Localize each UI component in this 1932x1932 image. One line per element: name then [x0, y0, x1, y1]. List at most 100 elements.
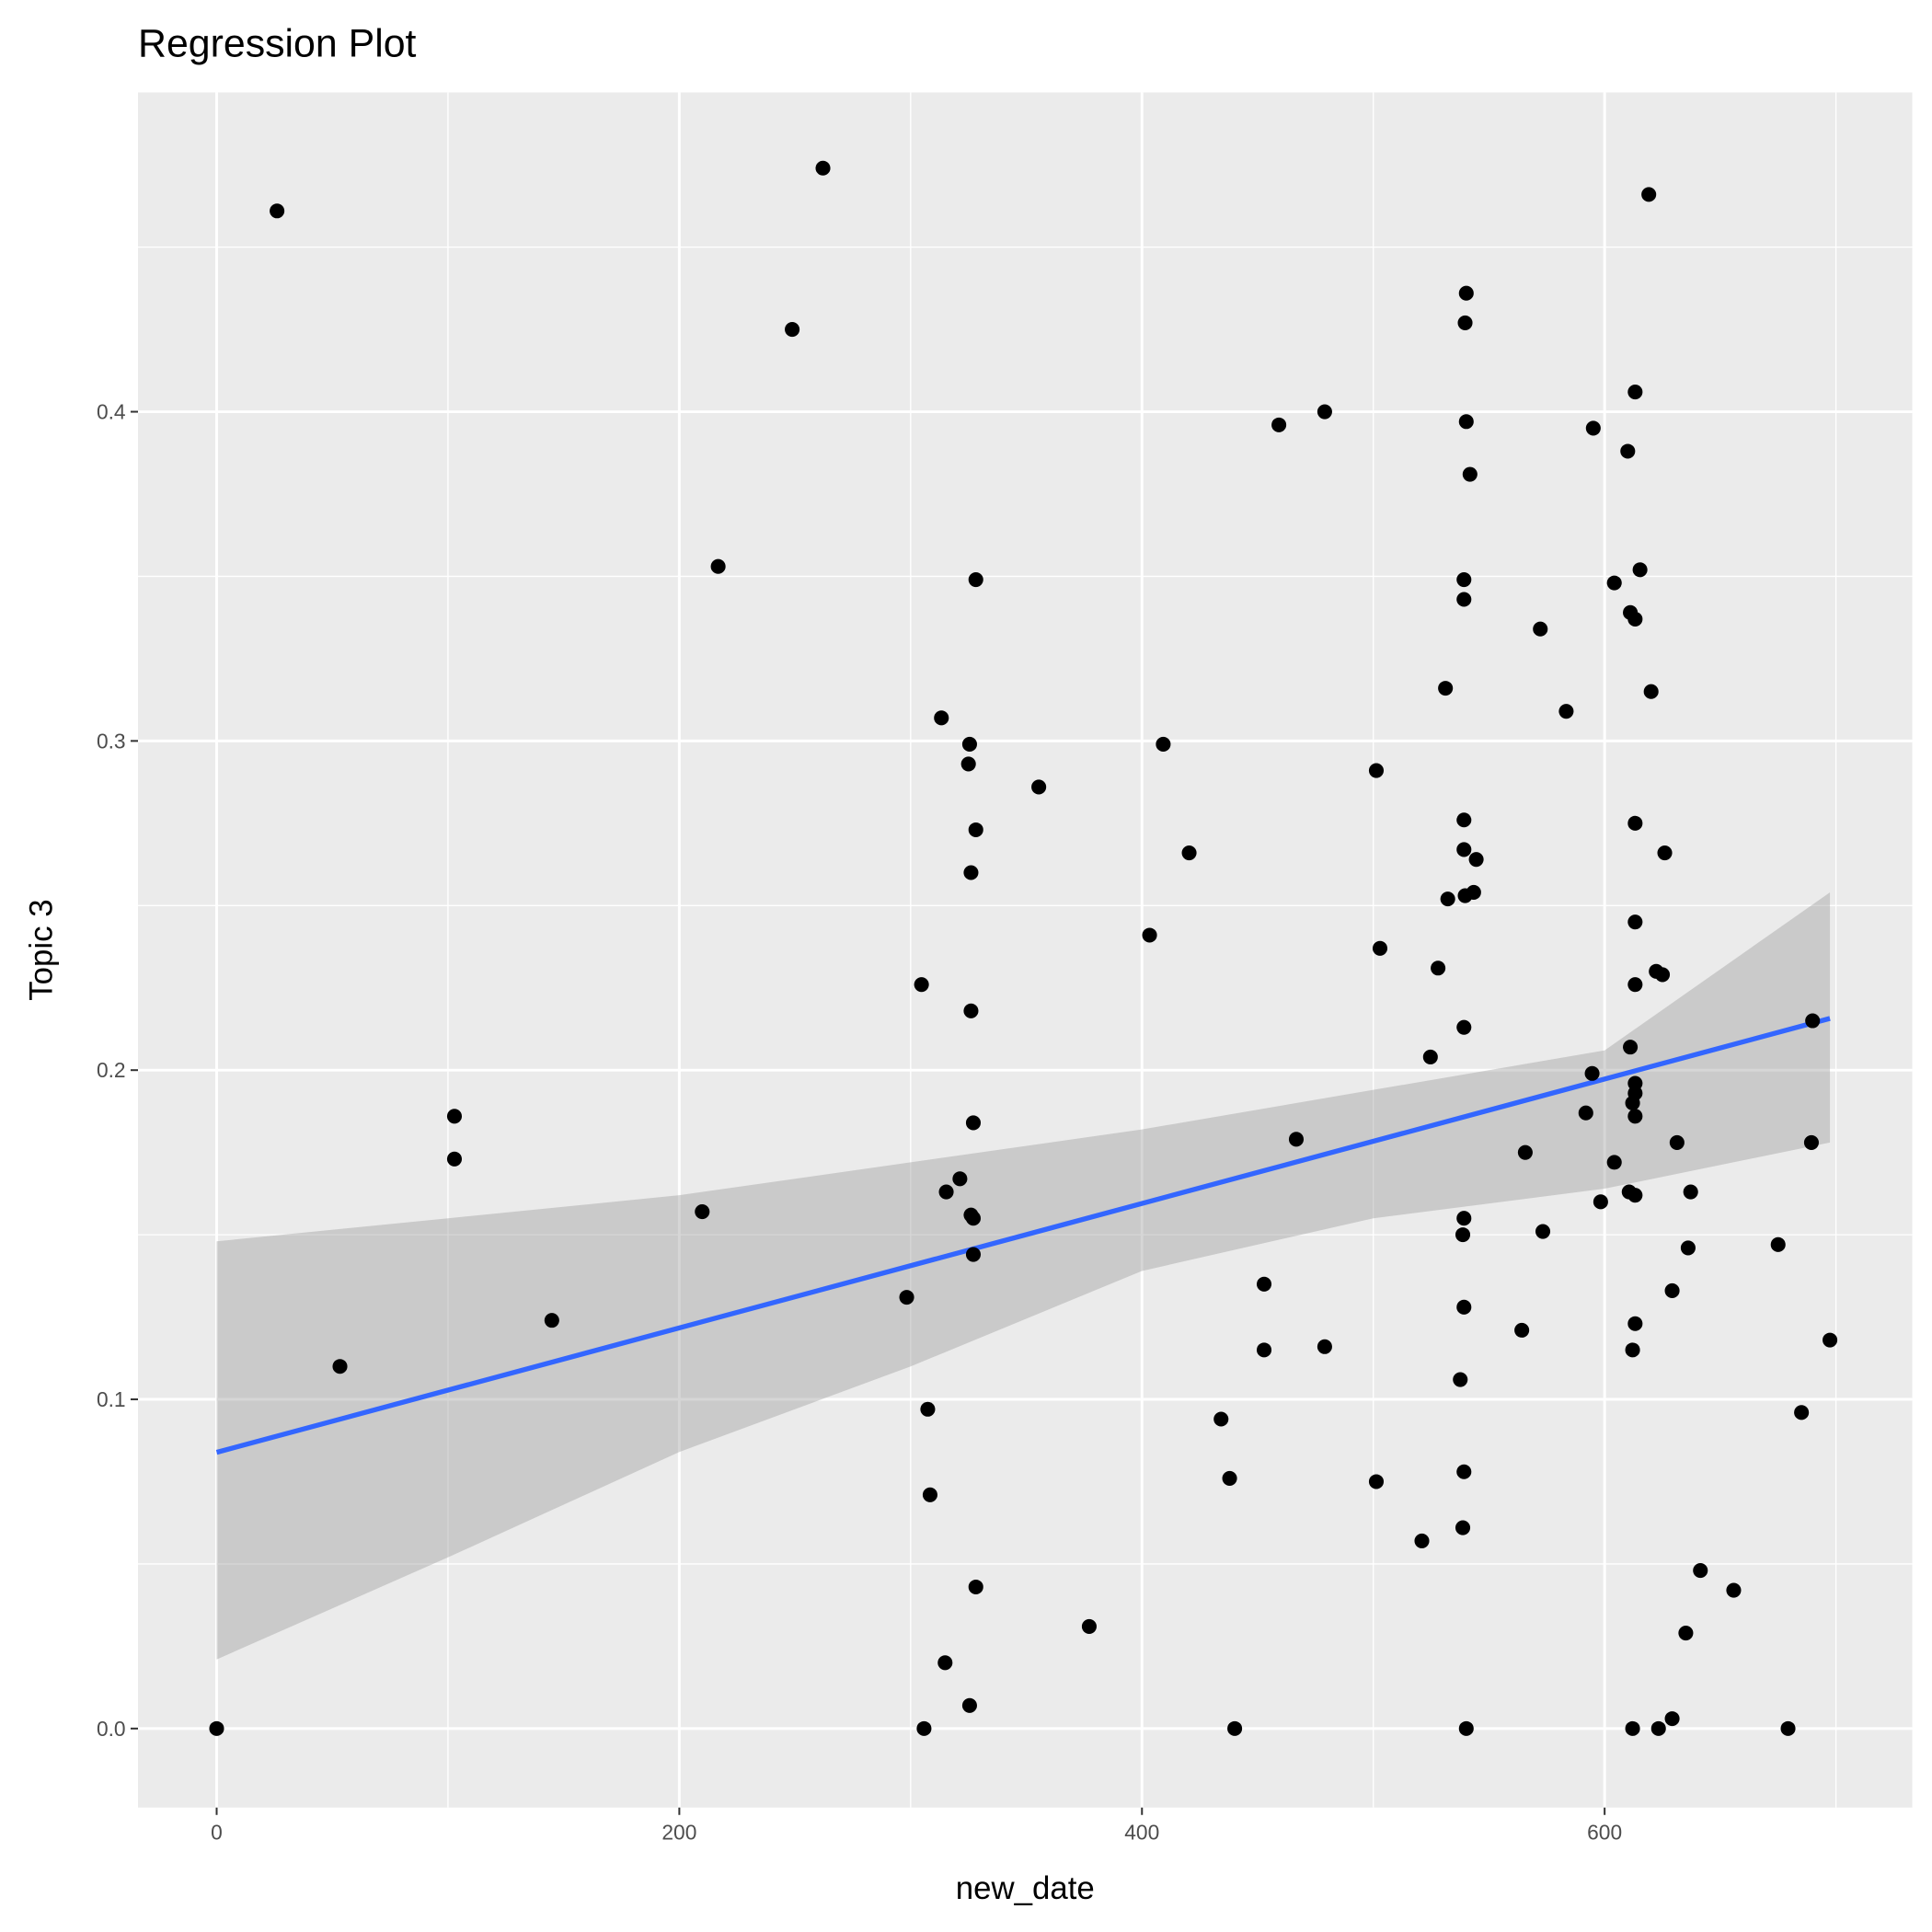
data-point	[332, 1359, 348, 1374]
data-point	[1431, 960, 1446, 976]
data-point	[1805, 1013, 1821, 1029]
data-point	[1606, 575, 1622, 591]
data-point	[1462, 466, 1478, 482]
data-point	[1643, 684, 1659, 699]
x-axis-title: new_date	[956, 1870, 1095, 1906]
data-point	[1627, 914, 1643, 930]
y-tick-label: 0.4	[97, 400, 126, 424]
data-point	[1625, 1342, 1640, 1358]
data-point	[1453, 1372, 1468, 1387]
data-point	[1456, 1019, 1472, 1035]
data-point	[544, 1313, 559, 1328]
data-point	[1456, 842, 1472, 857]
data-point	[1368, 763, 1385, 778]
data-point	[922, 1487, 937, 1502]
data-point	[961, 1697, 977, 1713]
data-point	[1584, 1065, 1600, 1081]
data-point	[1455, 1227, 1471, 1243]
data-point	[1288, 1132, 1305, 1147]
data-point	[1517, 1144, 1533, 1160]
data-point	[899, 1290, 914, 1305]
y-axis-ticks: 0.0 0.1 0.2 0.3 0.4	[97, 400, 138, 1741]
data-point	[1623, 1040, 1639, 1055]
data-point	[1535, 1224, 1551, 1239]
data-point	[1593, 1194, 1608, 1210]
data-point	[1585, 420, 1601, 436]
data-point	[209, 1720, 224, 1736]
data-point	[695, 1204, 710, 1220]
data-point	[1081, 1618, 1097, 1634]
x-tick-label: 200	[661, 1821, 696, 1845]
data-point	[1468, 852, 1484, 868]
data-point	[1780, 1720, 1796, 1736]
data-point	[1414, 1533, 1430, 1548]
data-point	[960, 756, 976, 772]
y-tick-label: 0.2	[97, 1058, 126, 1082]
data-point	[1456, 1211, 1472, 1226]
data-point	[1654, 967, 1671, 983]
data-point	[1683, 1184, 1698, 1200]
y-tick-label: 0.0	[97, 1717, 126, 1741]
data-points	[209, 160, 1838, 1736]
confidence-band-area	[216, 891, 1831, 1660]
x-tick-label: 600	[1587, 1821, 1622, 1845]
data-point	[1457, 315, 1473, 330]
data-point	[1627, 385, 1643, 400]
data-point	[1625, 1720, 1640, 1736]
data-point	[446, 1151, 463, 1167]
data-point	[1514, 1322, 1530, 1338]
data-point	[1227, 1720, 1243, 1736]
data-point	[1627, 611, 1643, 627]
data-point	[1455, 1520, 1471, 1535]
data-point	[1578, 1105, 1593, 1121]
data-point	[965, 1115, 981, 1131]
y-tick-label: 0.1	[97, 1387, 126, 1411]
data-point	[1440, 891, 1455, 907]
data-point	[710, 558, 726, 574]
data-point	[1726, 1582, 1742, 1598]
data-point	[1678, 1626, 1694, 1641]
data-point	[1271, 417, 1287, 432]
data-point	[446, 1109, 463, 1124]
data-point	[1222, 1470, 1237, 1486]
data-point	[1558, 704, 1574, 719]
data-point	[1317, 1339, 1332, 1354]
data-point	[1770, 1236, 1786, 1252]
data-point	[1680, 1240, 1696, 1256]
data-point	[1466, 884, 1481, 901]
data-point	[1823, 1332, 1838, 1348]
data-point	[1632, 562, 1648, 578]
chart-title: Regression Plot	[138, 22, 417, 66]
data-point	[1031, 779, 1047, 795]
data-point	[1181, 845, 1197, 861]
data-point	[920, 1401, 936, 1417]
data-point	[1438, 681, 1454, 696]
data-point	[1664, 1282, 1680, 1298]
data-point	[1803, 1134, 1819, 1150]
data-point	[1458, 285, 1474, 301]
data-point	[1256, 1342, 1272, 1358]
x-tick-label: 400	[1124, 1821, 1159, 1845]
data-point	[1641, 187, 1657, 202]
data-point	[1627, 1109, 1643, 1124]
data-point	[1372, 940, 1388, 956]
plot-panel	[138, 92, 1913, 1808]
data-point	[1606, 1155, 1622, 1170]
regression-line-group	[215, 1016, 1831, 1455]
confidence-band	[216, 891, 1831, 1660]
data-point	[937, 1655, 953, 1671]
data-point	[968, 1579, 983, 1595]
data-point	[938, 1184, 954, 1200]
data-point	[1213, 1411, 1229, 1427]
data-point	[1693, 1563, 1708, 1579]
data-point	[1456, 1464, 1472, 1479]
data-point	[1627, 1188, 1643, 1203]
data-point	[968, 571, 983, 588]
data-point	[1458, 1720, 1474, 1736]
data-point	[916, 1720, 932, 1736]
data-point	[1627, 1316, 1643, 1331]
data-point	[965, 1247, 981, 1262]
data-point	[1627, 815, 1643, 831]
data-point	[1456, 1299, 1472, 1315]
